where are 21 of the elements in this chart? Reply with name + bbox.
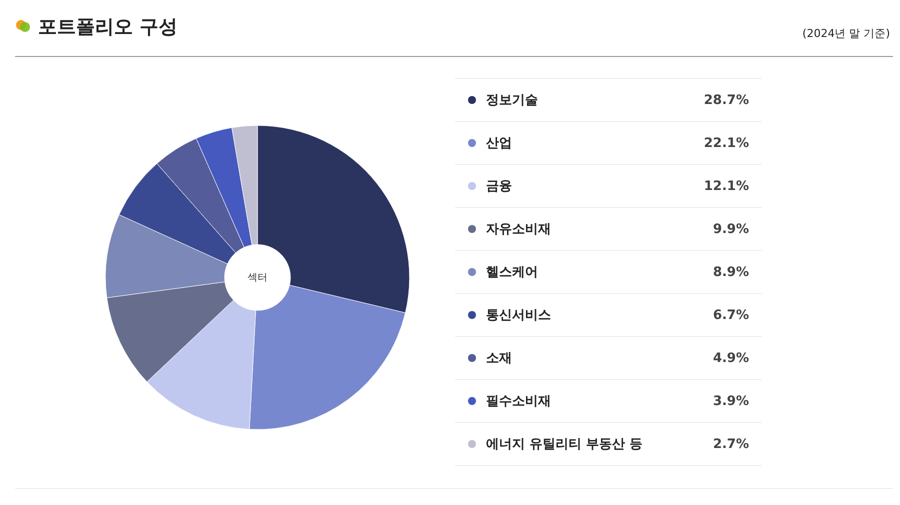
data-label: 6.7% xyxy=(712,308,749,322)
legend-label: 헬스케어 xyxy=(486,264,539,281)
data-label: 4.9% xyxy=(712,350,749,366)
data-label: 2.7% xyxy=(712,436,749,452)
legend-label: 자유소비재 xyxy=(486,221,552,238)
legend-label: 필수소비재 xyxy=(486,393,552,410)
legend-label: 소재 xyxy=(486,350,513,367)
data-label: 12.1% xyxy=(704,178,749,194)
data-label: 8.9% xyxy=(712,264,749,280)
legend-label: 통신서비스 xyxy=(486,307,552,324)
chart-title: 포트폴리오 구성 xyxy=(38,15,178,40)
data-label: 22.1% xyxy=(704,136,749,150)
legend-label: 산업 xyxy=(486,135,513,152)
data-label: 9.9% xyxy=(712,222,749,236)
data-label: 28.7% xyxy=(704,92,749,108)
data-label: 3.9% xyxy=(712,394,749,408)
text: (2024년 말 기준) xyxy=(802,26,890,41)
legend-label: 정보기술 xyxy=(486,92,539,109)
text: 섹터 xyxy=(248,272,268,284)
legend-label: 에너지 유틸리티 부동산 등 xyxy=(486,436,644,453)
legend-label: 금융 xyxy=(486,178,513,195)
